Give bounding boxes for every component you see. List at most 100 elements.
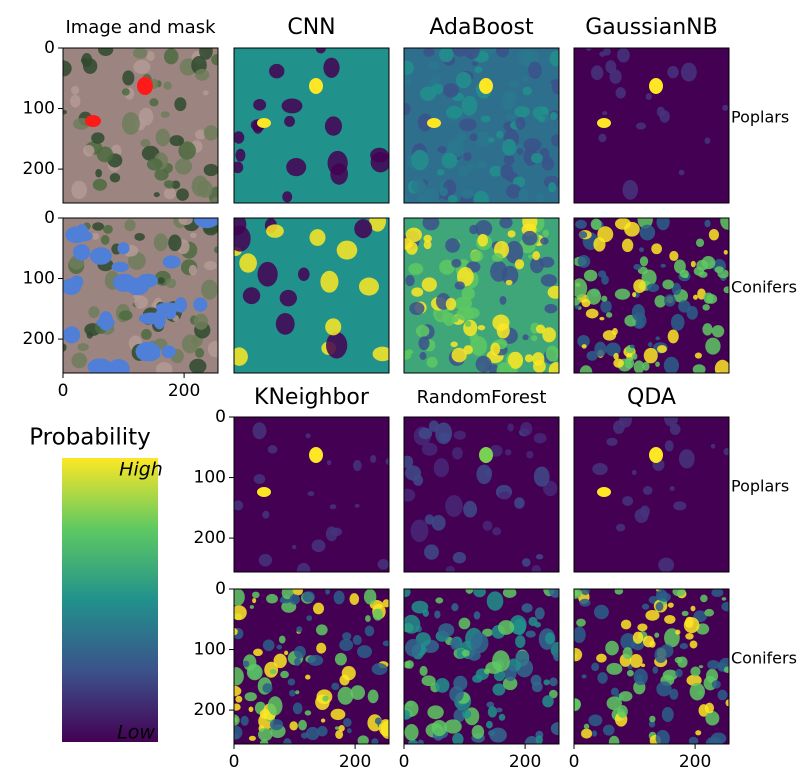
texture: [168, 235, 181, 252]
texture: [630, 345, 635, 349]
texture: [623, 647, 633, 659]
texture: [326, 332, 347, 358]
texture: [661, 264, 666, 268]
texture: [350, 685, 365, 700]
texture: [489, 728, 506, 743]
texture: [636, 122, 646, 129]
texture: [195, 69, 209, 81]
mask: [113, 274, 136, 292]
texture: [487, 591, 504, 610]
texture: [644, 348, 658, 364]
texture: [549, 51, 562, 66]
texture: [331, 683, 339, 690]
texture: [550, 112, 558, 120]
texture: [463, 501, 477, 518]
highlight: [479, 447, 493, 463]
texture: [609, 736, 620, 749]
texture: [189, 359, 206, 374]
texture: [462, 710, 471, 719]
texture: [584, 270, 597, 282]
texture: [252, 598, 256, 603]
texture: [422, 675, 436, 686]
texture: [712, 325, 724, 337]
texture: [231, 347, 248, 365]
texture: [671, 314, 685, 331]
texture: [575, 220, 587, 229]
texture: [582, 674, 587, 678]
texture: [349, 593, 359, 605]
texture: [485, 662, 502, 674]
texture: [542, 157, 554, 171]
y-tick-label: 200: [23, 329, 55, 349]
texture: [668, 603, 674, 608]
texture: [534, 433, 547, 443]
texture: [368, 690, 379, 704]
image-panel: [398, 39, 564, 208]
texture: [176, 188, 189, 201]
texture: [702, 323, 712, 335]
texture: [122, 70, 134, 85]
texture: [452, 348, 467, 363]
texture: [280, 671, 289, 678]
mask: [65, 226, 87, 243]
texture: [545, 632, 555, 644]
texture: [435, 597, 443, 603]
texture: [679, 449, 695, 468]
texture: [442, 153, 458, 169]
texture: [603, 725, 615, 736]
texture: [163, 82, 171, 90]
image-panel: [397, 212, 563, 380]
texture: [637, 623, 647, 631]
texture: [331, 709, 346, 720]
texture: [681, 63, 697, 82]
texture: [203, 90, 209, 95]
texture: [640, 256, 648, 266]
texture: [587, 351, 598, 361]
texture: [448, 195, 458, 204]
texture: [627, 670, 634, 677]
texture: [306, 727, 320, 740]
texture: [98, 43, 113, 56]
texture: [286, 158, 306, 176]
texture: [124, 219, 135, 231]
texture: [721, 602, 734, 612]
texture: [204, 164, 219, 176]
texture: [691, 606, 696, 612]
texture: [147, 158, 163, 170]
texture: [298, 267, 310, 280]
panel-content: [574, 410, 730, 572]
texture: [437, 146, 446, 153]
texture: [598, 270, 606, 277]
image-panel: [399, 417, 559, 575]
image-panel: [567, 586, 734, 750]
texture: [405, 465, 421, 480]
texture: [164, 48, 178, 64]
texture: [353, 635, 362, 645]
texture: [526, 451, 533, 459]
texture: [411, 519, 429, 542]
texture: [208, 341, 222, 357]
texture: [293, 702, 303, 714]
texture: [282, 98, 303, 113]
highlight: [257, 118, 271, 128]
texture: [450, 638, 460, 650]
texture: [400, 351, 412, 360]
texture: [699, 271, 708, 277]
texture: [289, 721, 298, 730]
texture: [347, 728, 352, 733]
column-title: CNN: [287, 15, 335, 40]
texture: [133, 60, 150, 74]
mask: [135, 342, 160, 361]
texture: [158, 277, 165, 284]
texture: [269, 64, 284, 78]
texture: [71, 353, 87, 369]
texture: [201, 280, 218, 300]
texture: [522, 87, 532, 96]
texture: [119, 310, 133, 320]
texture: [613, 420, 625, 434]
texture: [328, 151, 348, 175]
texture: [665, 440, 674, 451]
texture: [643, 486, 653, 495]
texture: [700, 595, 708, 603]
texture: [235, 696, 242, 703]
